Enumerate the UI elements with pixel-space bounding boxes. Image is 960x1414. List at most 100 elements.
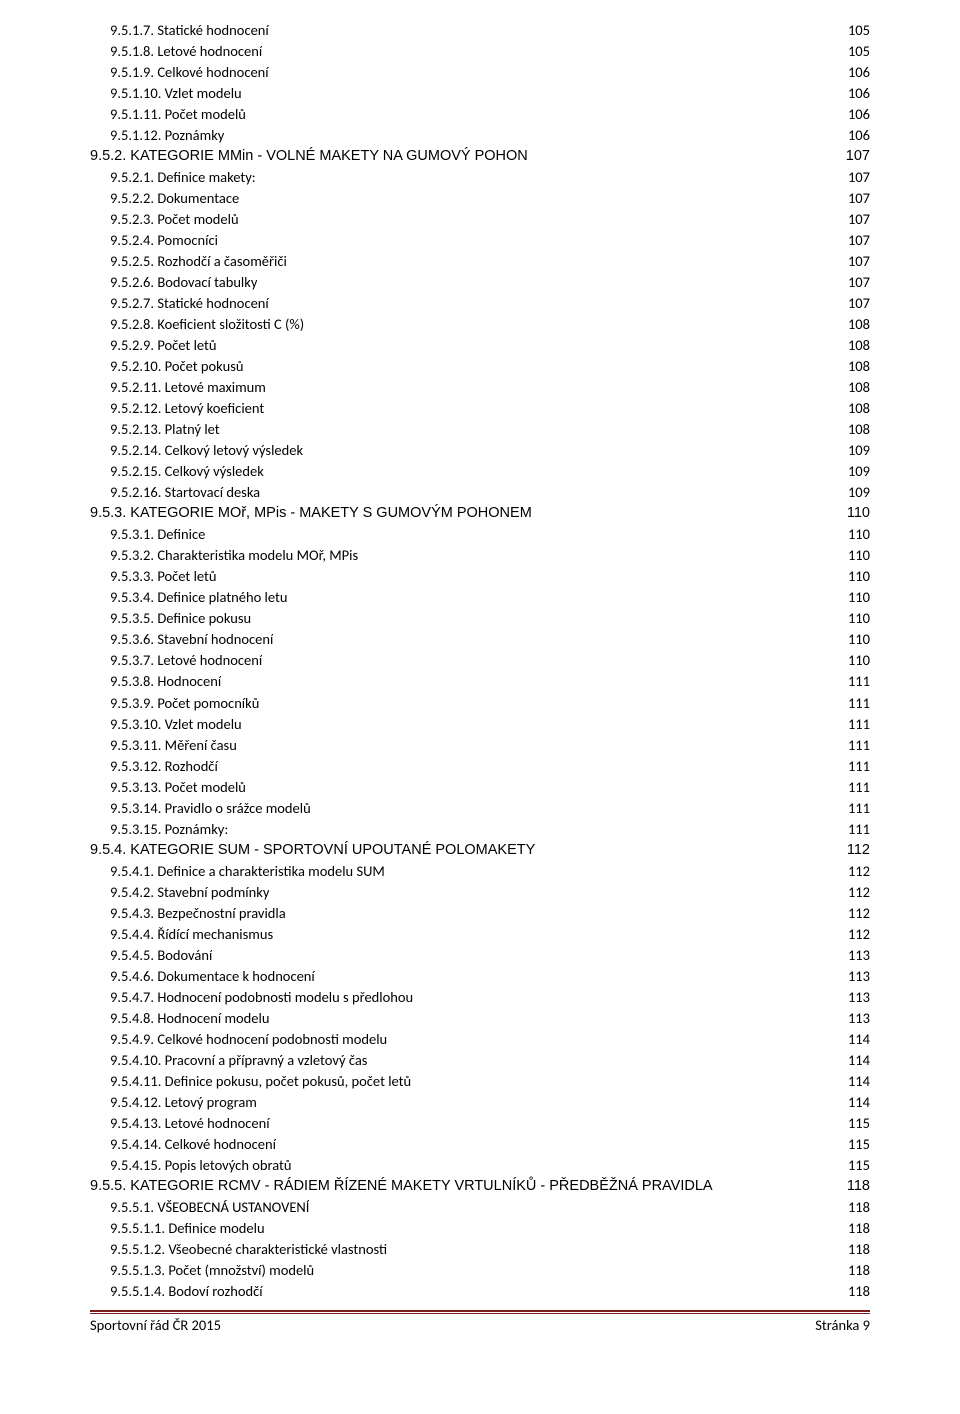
toc-label: 9.5.3.2. Charakteristika modelu MOř, MPi… (110, 545, 358, 566)
toc-page-number: 112 (838, 882, 870, 903)
toc-label: 9.5.3.15. Poznámky: (110, 819, 228, 840)
toc-page-number: 112 (838, 924, 870, 945)
toc-page-number: 114 (838, 1029, 870, 1050)
toc-label: 9.5.4. KATEGORIE SUM - SPORTOVNÍ UPOUTAN… (90, 840, 535, 861)
toc-page-number: 114 (838, 1092, 870, 1113)
toc-page-number: 108 (838, 398, 870, 419)
toc-label: 9.5.4.1. Definice a charakteristika mode… (110, 861, 385, 882)
toc-entry: 9.5.5.1.2. Všeobecné charakteristické vl… (90, 1239, 870, 1260)
toc-label: 9.5.2.15. Celkový výsledek (110, 461, 264, 482)
toc-label: 9.5.2.2. Dokumentace (110, 188, 239, 209)
toc-entry: 9.5.2.11. Letové maximum108 (90, 377, 870, 398)
toc-entry: 9.5.4.10. Pracovní a přípravný a vzletov… (90, 1050, 870, 1071)
toc-page-number: 111 (838, 756, 870, 777)
toc-entry: 9.5.3. KATEGORIE MOř, MPis - MAKETY S GU… (90, 503, 870, 524)
toc-entry: 9.5.4.15. Popis letových obratů 115 (90, 1155, 870, 1176)
toc-entry: 9.5.3.1. Definice110 (90, 524, 870, 545)
toc-entry: 9.5.5.1.3. Počet (množství) modelů 118 (90, 1260, 870, 1281)
toc-page-number: 107 (838, 293, 870, 314)
toc-entry: 9.5.2.3. Počet modelů107 (90, 209, 870, 230)
toc-label: 9.5.3.11. Měření času (110, 735, 237, 756)
toc-label: 9.5.2.12. Letový koeficient (110, 398, 264, 419)
page-footer: Sportovní řád ČR 2015 Stránka 9 (90, 1310, 870, 1334)
toc-entry: 9.5.1.8. Letové hodnocení105 (90, 41, 870, 62)
toc-entry: 9.5.3.15. Poznámky:111 (90, 819, 870, 840)
toc-page-number: 107 (838, 272, 870, 293)
toc-page-number: 107 (838, 251, 870, 272)
toc-entry: 9.5.5.1. VŠEOBECNÁ USTANOVENÍ118 (90, 1197, 870, 1218)
toc-page-number: 110 (837, 503, 870, 524)
toc-page-number: 110 (838, 629, 870, 650)
toc-page-number: 113 (838, 1008, 870, 1029)
toc-page-number: 110 (838, 524, 870, 545)
toc-label: 9.5.2.6. Bodovací tabulky (110, 272, 257, 293)
toc-label: 9.5.3.3. Počet letů (110, 566, 217, 587)
toc-entry: 9.5.2.13. Platný let 108 (90, 419, 870, 440)
toc-page-number: 107 (838, 167, 870, 188)
toc-page-number: 108 (838, 314, 870, 335)
toc-label: 9.5.3.4. Definice platného letu (110, 587, 288, 608)
toc-entry: 9.5.3.9. Počet pomocníků111 (90, 693, 870, 714)
toc-label: 9.5.5.1.1. Definice modelu (110, 1218, 265, 1239)
toc-page-number: 108 (838, 419, 870, 440)
toc-page-number: 115 (838, 1155, 870, 1176)
toc-label: 9.5.1.12. Poznámky (110, 125, 224, 146)
toc-label: 9.5.5.1.2. Všeobecné charakteristické vl… (110, 1239, 387, 1260)
toc-page-number: 106 (838, 62, 870, 83)
toc-page-number: 118 (838, 1218, 870, 1239)
toc-label: 9.5.3.12. Rozhodčí (110, 756, 218, 777)
toc-page-number: 113 (838, 945, 870, 966)
toc-label: 9.5.3.13. Počet modelů (110, 777, 246, 798)
toc-page-number: 105 (838, 20, 870, 41)
toc-label: 9.5.5.1.3. Počet (množství) modelů (110, 1260, 314, 1281)
toc-page-number: 118 (838, 1260, 870, 1281)
toc-entry: 9.5.3.12. Rozhodčí 111 (90, 756, 870, 777)
toc-label: 9.5.5. KATEGORIE RCMV - RÁDIEM ŘÍZENÉ MA… (90, 1176, 713, 1197)
toc-entry: 9.5.4.14. Celkové hodnocení115 (90, 1134, 870, 1155)
toc-label: 9.5.1.10. Vzlet modelu (110, 83, 242, 104)
toc-label: 9.5.2. KATEGORIE MMin - VOLNÉ MAKETY NA … (90, 146, 528, 167)
toc-label: 9.5.4.5. Bodování (110, 945, 212, 966)
toc-entry: 9.5.2.12. Letový koeficient 108 (90, 398, 870, 419)
toc-page-number: 114 (838, 1050, 870, 1071)
toc-entry: 9.5.1.12. Poznámky106 (90, 125, 870, 146)
toc-page-number: 110 (838, 566, 870, 587)
toc-label: 9.5.4.15. Popis letových obratů (110, 1155, 292, 1176)
toc-label: 9.5.2.7. Statické hodnocení (110, 293, 269, 314)
toc-entry: 9.5.3.7. Letové hodnocení110 (90, 650, 870, 671)
toc-label: 9.5.3.14. Pravidlo o srážce modelů (110, 798, 311, 819)
toc-entry: 9.5.4.2. Stavební podmínky112 (90, 882, 870, 903)
toc-page-number: 111 (838, 693, 870, 714)
toc-label: 9.5.2.13. Platný let (110, 419, 220, 440)
toc-page-number: 106 (838, 104, 870, 125)
toc-page-number: 110 (838, 587, 870, 608)
toc-label: 9.5.2.9. Počet letů (110, 335, 217, 356)
toc-label: 9.5.1.8. Letové hodnocení (110, 41, 262, 62)
toc-entry: 9.5.2.5. Rozhodčí a časoměřiči107 (90, 251, 870, 272)
toc-entry: 9.5.1.9. Celkové hodnocení 106 (90, 62, 870, 83)
toc-label: 9.5.2.16. Startovací deska (110, 482, 260, 503)
toc-label: 9.5.1.9. Celkové hodnocení (110, 62, 269, 83)
toc-page-number: 112 (837, 840, 870, 861)
toc-entry: 9.5.2.15. Celkový výsledek109 (90, 461, 870, 482)
toc-entry: 9.5.4.7. Hodnocení podobnosti modelu s p… (90, 987, 870, 1008)
toc-page-number: 107 (838, 209, 870, 230)
toc-label: 9.5.4.9. Celkové hodnocení podobnosti mo… (110, 1029, 387, 1050)
toc-label: 9.5.3.10. Vzlet modelu (110, 714, 242, 735)
toc-label: 9.5.2.1. Definice makety: (110, 167, 256, 188)
toc-entry: 9.5.3.8. Hodnocení111 (90, 671, 870, 692)
toc-page-number: 118 (838, 1197, 870, 1218)
toc-page-number: 111 (838, 777, 870, 798)
toc-label: 9.5.3.7. Letové hodnocení (110, 650, 262, 671)
toc-label: 9.5.2.11. Letové maximum (110, 377, 266, 398)
toc-entry: 9.5.3.2. Charakteristika modelu MOř, MPi… (90, 545, 870, 566)
toc-entry: 9.5.2.16. Startovací deska 109 (90, 482, 870, 503)
toc-label: 9.5.2.10. Počet pokusů (110, 356, 244, 377)
toc-page-number: 109 (838, 482, 870, 503)
toc-entry: 9.5.3.5. Definice pokusu110 (90, 608, 870, 629)
toc-page-number: 107 (838, 230, 870, 251)
toc-entry: 9.5.2.9. Počet letů108 (90, 335, 870, 356)
toc-entry: 9.5.3.6. Stavební hodnocení110 (90, 629, 870, 650)
toc-entry: 9.5.1.10. Vzlet modelu106 (90, 83, 870, 104)
toc-page-number: 110 (838, 608, 870, 629)
